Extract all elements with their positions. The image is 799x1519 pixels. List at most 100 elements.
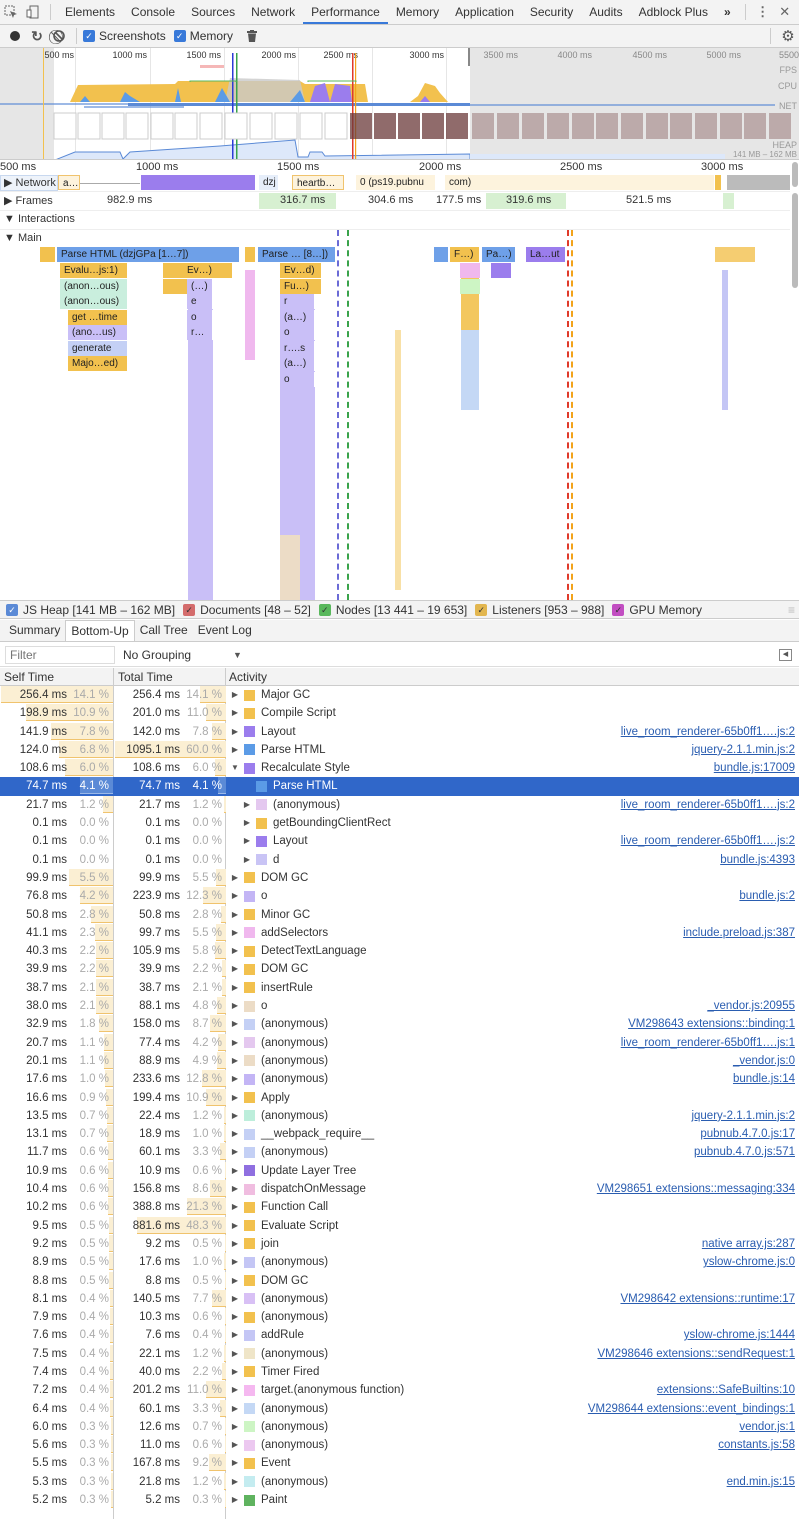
table-row[interactable]: 9.5 ms 0.5 % 881.6 ms 48.3 % ▶ Evaluate Scrip… xyxy=(0,1216,799,1235)
tab-performance[interactable]: Performance xyxy=(303,0,388,24)
table-row[interactable]: 76.8 ms 4.2 % 223.9 ms 12.3 % ▶ o bundle.js:2 xyxy=(0,887,799,905)
flame-function-call[interactable]: Fu…) xyxy=(280,279,322,294)
close-icon[interactable]: ✕ xyxy=(779,4,791,19)
table-row[interactable]: 7.5 ms 0.4 % 22.1 ms 1.2 % ▶ (anonymous) VM298… xyxy=(0,1344,799,1363)
table-row[interactable]: 0.1 ms 0.0 % 0.1 ms 0.0 % ▶ d bundle.js:4393 xyxy=(0,851,799,869)
network-track[interactable]: ▶ Network a… dzj heartb… 0 (ps19.pubnu c… xyxy=(0,174,790,192)
table-row[interactable]: 8.1 ms 0.4 % 140.5 ms 7.7 % ▶ (anonymous) VM29… xyxy=(0,1289,799,1308)
inspect-element-icon[interactable] xyxy=(0,0,22,24)
source-link[interactable]: extensions::SafeBuiltins:10 xyxy=(656,1384,795,1397)
chevron-right-icon[interactable]: ▶ xyxy=(243,836,251,846)
flame-function[interactable]: r… xyxy=(187,325,213,340)
source-link[interactable]: pubnub.4.7.0.js:17 xyxy=(700,1128,795,1141)
table-row[interactable]: 7.6 ms 0.4 % 7.6 ms 0.4 % ▶ addRule yslow-chro… xyxy=(0,1326,799,1344)
source-link[interactable]: VM298644 extensions::event_bindings:1 xyxy=(587,1402,795,1415)
table-row[interactable]: 7.4 ms 0.4 % 40.0 ms 2.2 % ▶ Timer Fired xyxy=(0,1362,799,1381)
self-time-header[interactable]: Self Time xyxy=(4,670,55,684)
main-track-label[interactable]: ▼ Main xyxy=(4,232,42,244)
source-link[interactable]: end.min.js:15 xyxy=(726,1475,795,1488)
chevron-right-icon[interactable]: ▶ xyxy=(231,1385,239,1395)
table-row[interactable]: 256.4 ms 14.1 % 256.4 ms 14.1 % ▶ Major GC xyxy=(0,686,799,704)
chevron-right-icon[interactable]: ▶ xyxy=(231,1129,239,1139)
source-link[interactable]: VM298643 extensions::binding:1 xyxy=(628,1018,795,1031)
tab-summary[interactable]: Summary xyxy=(9,623,61,637)
interactions-track-label[interactable]: ▼ Interactions xyxy=(4,213,75,225)
chevron-right-icon[interactable]: ▶ xyxy=(231,744,239,754)
table-row[interactable]: 16.6 ms 0.9 % 199.4 ms 10.9 % ▶ Apply xyxy=(0,1088,799,1107)
flame-function[interactable]: (…) xyxy=(187,279,213,294)
frame-duration[interactable]: 982.9 ms xyxy=(107,194,153,206)
chevron-right-icon[interactable]: ▶ xyxy=(231,1220,239,1230)
source-link[interactable]: live_room_renderer-65b0ff1….js:2 xyxy=(620,725,795,738)
table-row[interactable]: 5.6 ms 0.3 % 11.0 ms 0.6 % ▶ (anonymous) const… xyxy=(0,1436,799,1454)
more-options-icon[interactable]: ⋮ xyxy=(756,4,770,19)
table-row[interactable]: 198.9 ms 10.9 % 201.0 ms 11.0 % ▶ Compile Scr… xyxy=(0,704,799,722)
chevron-right-icon[interactable]: ▶ xyxy=(231,1330,239,1340)
table-row[interactable]: 7.2 ms 0.4 % 201.2 ms 11.0 % ▶ target.(anonym… xyxy=(0,1381,799,1399)
table-row[interactable]: 5.5 ms 0.3 % 167.8 ms 9.2 % ▶ Event xyxy=(0,1454,799,1472)
frame-block[interactable] xyxy=(486,193,566,209)
table-row[interactable]: 40.3 ms 2.2 % 105.9 ms 5.8 % ▶ DetectTextLang… xyxy=(0,942,799,960)
capture-settings-button[interactable]: ⚙ xyxy=(777,25,799,47)
chevron-down-icon[interactable]: ▼ xyxy=(231,763,239,773)
chevron-right-icon[interactable]: ▶ xyxy=(231,1110,239,1120)
tab-application[interactable]: Application xyxy=(455,5,514,19)
listeners-checkbox[interactable]: ✓ Listeners [953 – 988] xyxy=(475,603,604,617)
chevron-right-icon[interactable]: ▶ xyxy=(231,1403,239,1413)
chevron-right-icon[interactable]: ▶ xyxy=(231,1312,239,1322)
flame-layout[interactable]: La…ut xyxy=(526,247,566,262)
clear-button[interactable]: ⃠ xyxy=(48,25,70,47)
flame-function[interactable]: o xyxy=(280,372,315,387)
table-row[interactable]: 6.4 ms 0.4 % 60.1 ms 3.3 % ▶ (anonymous) VM298… xyxy=(0,1399,799,1418)
source-link[interactable]: _vendor.js:20955 xyxy=(707,1000,795,1013)
table-row[interactable]: 108.6 ms 6.0 % 108.6 ms 6.0 % ▼ Recalculate S… xyxy=(0,759,799,777)
chevron-right-icon[interactable]: ▶ xyxy=(231,1257,239,1267)
chevron-right-icon[interactable]: ▶ xyxy=(231,708,239,718)
chevron-right-icon[interactable]: ▶ xyxy=(231,1366,239,1376)
reload-button[interactable]: ↻ xyxy=(26,25,48,47)
frames-track[interactable]: ▶ Frames 982.9 ms 316.7 ms 304.6 ms 177.… xyxy=(0,192,790,211)
chevron-right-icon[interactable]: ▶ xyxy=(231,1421,239,1431)
tab-sources[interactable]: Sources xyxy=(191,5,236,19)
chevron-right-icon[interactable]: ▶ xyxy=(231,1495,239,1505)
table-row[interactable]: 38.7 ms 2.1 % 38.7 ms 2.1 % ▶ insertRule xyxy=(0,978,799,997)
table-row[interactable]: 99.9 ms 5.5 % 99.9 ms 5.5 % ▶ DOM GC xyxy=(0,868,799,887)
table-row[interactable]: 39.9 ms 2.2 % 39.9 ms 2.2 % ▶ DOM GC xyxy=(0,960,799,978)
flame-function[interactable]: r….s xyxy=(280,341,315,356)
table-row[interactable]: 10.4 ms 0.6 % 156.8 ms 8.6 % ▶ dispatchOnMess… xyxy=(0,1180,799,1198)
flame-function[interactable]: o xyxy=(187,310,213,325)
source-link[interactable]: native array.js:287 xyxy=(701,1237,795,1250)
network-track-label[interactable]: ▶ Network xyxy=(4,177,56,189)
table-row[interactable]: 0.1 ms 0.0 % 0.1 ms 0.0 % ▶ Layout live_room_r… xyxy=(0,832,799,850)
frame-duration[interactable]: 304.6 ms xyxy=(368,194,414,206)
source-link[interactable]: yslow-chrome.js:1444 xyxy=(683,1329,795,1342)
network-request[interactable]: a… xyxy=(58,175,80,190)
table-row[interactable]: 11.7 ms 0.6 % 60.1 ms 3.3 % ▶ (anonymous) pubn… xyxy=(0,1143,799,1161)
chevron-right-icon[interactable]: ▶ xyxy=(231,1147,239,1157)
more-tabs-button[interactable]: » xyxy=(723,5,731,19)
chevron-right-icon[interactable]: ▶ xyxy=(231,1476,239,1486)
table-row[interactable]: 38.0 ms 2.1 % 88.1 ms 4.8 % ▶ o _vendor.js:209… xyxy=(0,997,799,1015)
table-row[interactable]: 74.7 ms 4.1 % 74.7 ms 4.1 % Parse HTML xyxy=(0,777,799,796)
flame-function[interactable]: (a…) xyxy=(280,356,315,371)
chevron-right-icon[interactable]: ▶ xyxy=(231,1165,239,1175)
source-link[interactable]: jquery-2.1.1.min.js:2 xyxy=(691,1109,795,1122)
network-scrollbar[interactable] xyxy=(792,162,798,187)
timeline-overview[interactable]: 500 ms 1000 ms 1500 ms 2000 ms 2500 ms 3… xyxy=(0,48,799,160)
table-row[interactable]: 124.0 ms 6.8 % 1095.1 ms 60.0 % ▶ Parse HTML j… xyxy=(0,740,799,759)
source-link[interactable]: live_room_renderer-65b0ff1….js:2 xyxy=(620,835,795,848)
frames-track-label[interactable]: ▶ Frames xyxy=(4,195,53,207)
tab-event-log[interactable]: Event Log xyxy=(197,623,252,637)
chevron-right-icon[interactable]: ▶ xyxy=(231,891,239,901)
flame-evaluate-script[interactable]: Ev…) xyxy=(163,263,233,278)
chevron-right-icon[interactable]: ▶ xyxy=(231,1019,239,1029)
flame-parse-html[interactable]: Parse … [8…]) xyxy=(258,247,336,262)
chevron-right-icon[interactable]: ▶ xyxy=(231,1238,239,1248)
flame-evaluate-script[interactable]: Evalu…js:1) xyxy=(60,263,128,278)
screenshots-checkbox[interactable]: ✓ Screenshots xyxy=(83,29,166,43)
chevron-right-icon[interactable]: ▶ xyxy=(231,982,239,992)
nodes-checkbox[interactable]: ✓ Nodes [13 441 – 19 653] xyxy=(318,603,467,617)
table-row[interactable]: 5.3 ms 0.3 % 21.8 ms 1.2 % ▶ (anonymous) end.m… xyxy=(0,1472,799,1491)
chevron-right-icon[interactable]: ▶ xyxy=(231,964,239,974)
js-heap-checkbox[interactable]: ✓ JS Heap [141 MB – 162 MB] xyxy=(6,603,175,617)
